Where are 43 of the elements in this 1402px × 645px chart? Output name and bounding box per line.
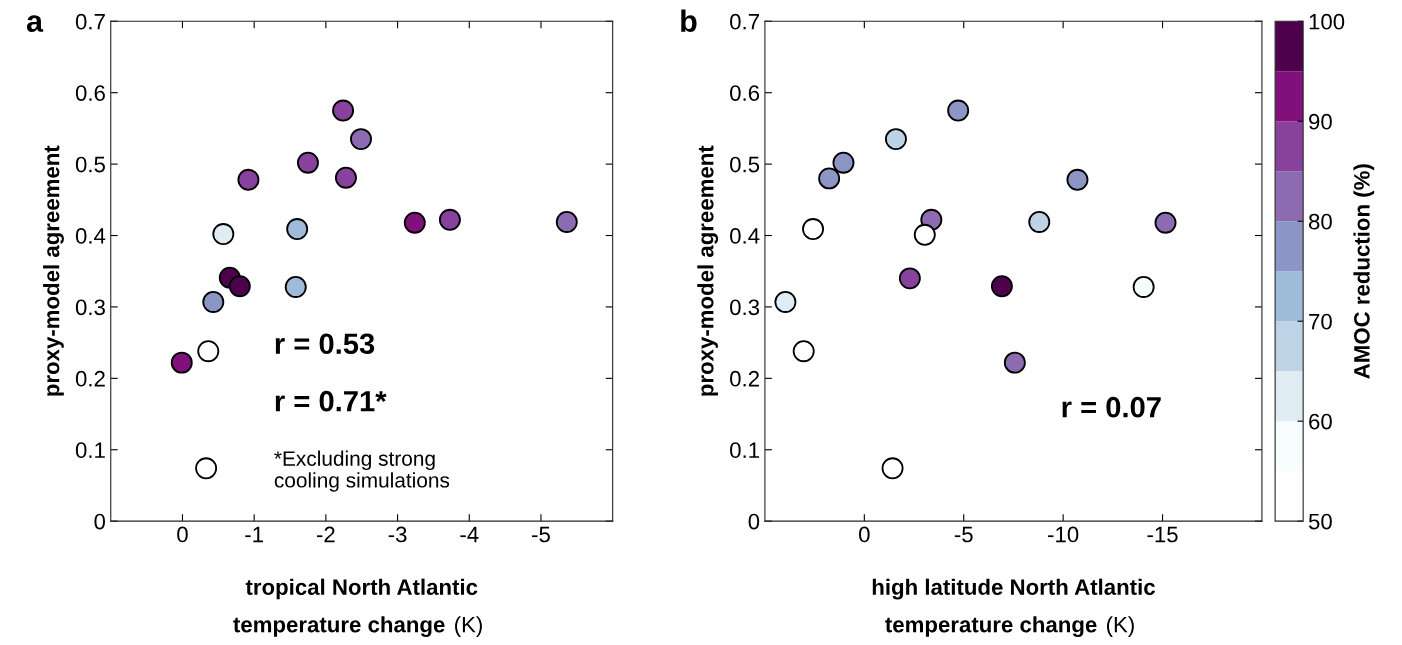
y-tick-label: 0.6 [75,85,105,101]
y-tick-label: 0 [94,513,106,530]
y-tick-label: 0.1 [75,442,105,459]
color-bar-title: AMOC reduction (%) [1353,164,1375,379]
x-tick-label: -3 [388,526,407,543]
x-tick-label: -5 [954,526,973,543]
x-tick-label: -1 [245,526,263,543]
color-bar-label: 70 [1309,313,1332,330]
y-tick-label: 0.5 [730,156,760,173]
color-bar-label: 80 [1308,213,1332,230]
x-tick-label: -15 [1147,526,1178,543]
chart-title: b [681,9,697,32]
color-bar-label: 50 [1308,513,1332,530]
annotation: r = 0.07 [1062,396,1161,418]
annotation: r = 0.71* [275,390,387,412]
y-axis-title: proxy-model agreement [43,145,64,396]
x-tick-label: -5 [532,526,550,543]
x-axis-title: tropical North Atlantic temperature change (K) [233,578,482,637]
y-tick-label: 0.3 [75,299,105,316]
y-tick-label: 0.7 [730,13,759,30]
y-tick-label: 0.6 [730,85,760,101]
x-tick-label: 0 [859,526,870,543]
chart-title: a [26,15,44,32]
color-bar-label: 60 [1309,413,1332,430]
y-tick-label: 0.3 [730,299,760,316]
y-tick-label: 0.2 [730,370,759,387]
x-tick-label: -10 [1048,526,1079,543]
y-tick-label: 0.7 [75,13,105,30]
x-tick-label: 0 [177,526,188,543]
y-axis-title: proxy-model agreement [697,145,719,396]
y-tick-label: 0 [748,513,760,530]
color-bar-label: 100 [1309,13,1345,30]
color-bar-label: 90 [1309,113,1332,130]
x-tick-label: -4 [460,526,479,543]
y-tick-label: 0.4 [730,228,760,244]
y-tick-label: 0.4 [75,228,106,244]
annotation: r = 0.53 [275,333,375,355]
y-tick-label: 0.5 [75,156,105,173]
x-tick-label: -2 [316,526,335,543]
y-tick-label: 0.1 [730,442,759,459]
y-tick-label: 0.2 [75,370,105,387]
x-axis-title: high latitude North Atlantic temperature change (K) [872,578,1155,637]
annotation: *Excluding strong cooling simulations [274,450,450,492]
